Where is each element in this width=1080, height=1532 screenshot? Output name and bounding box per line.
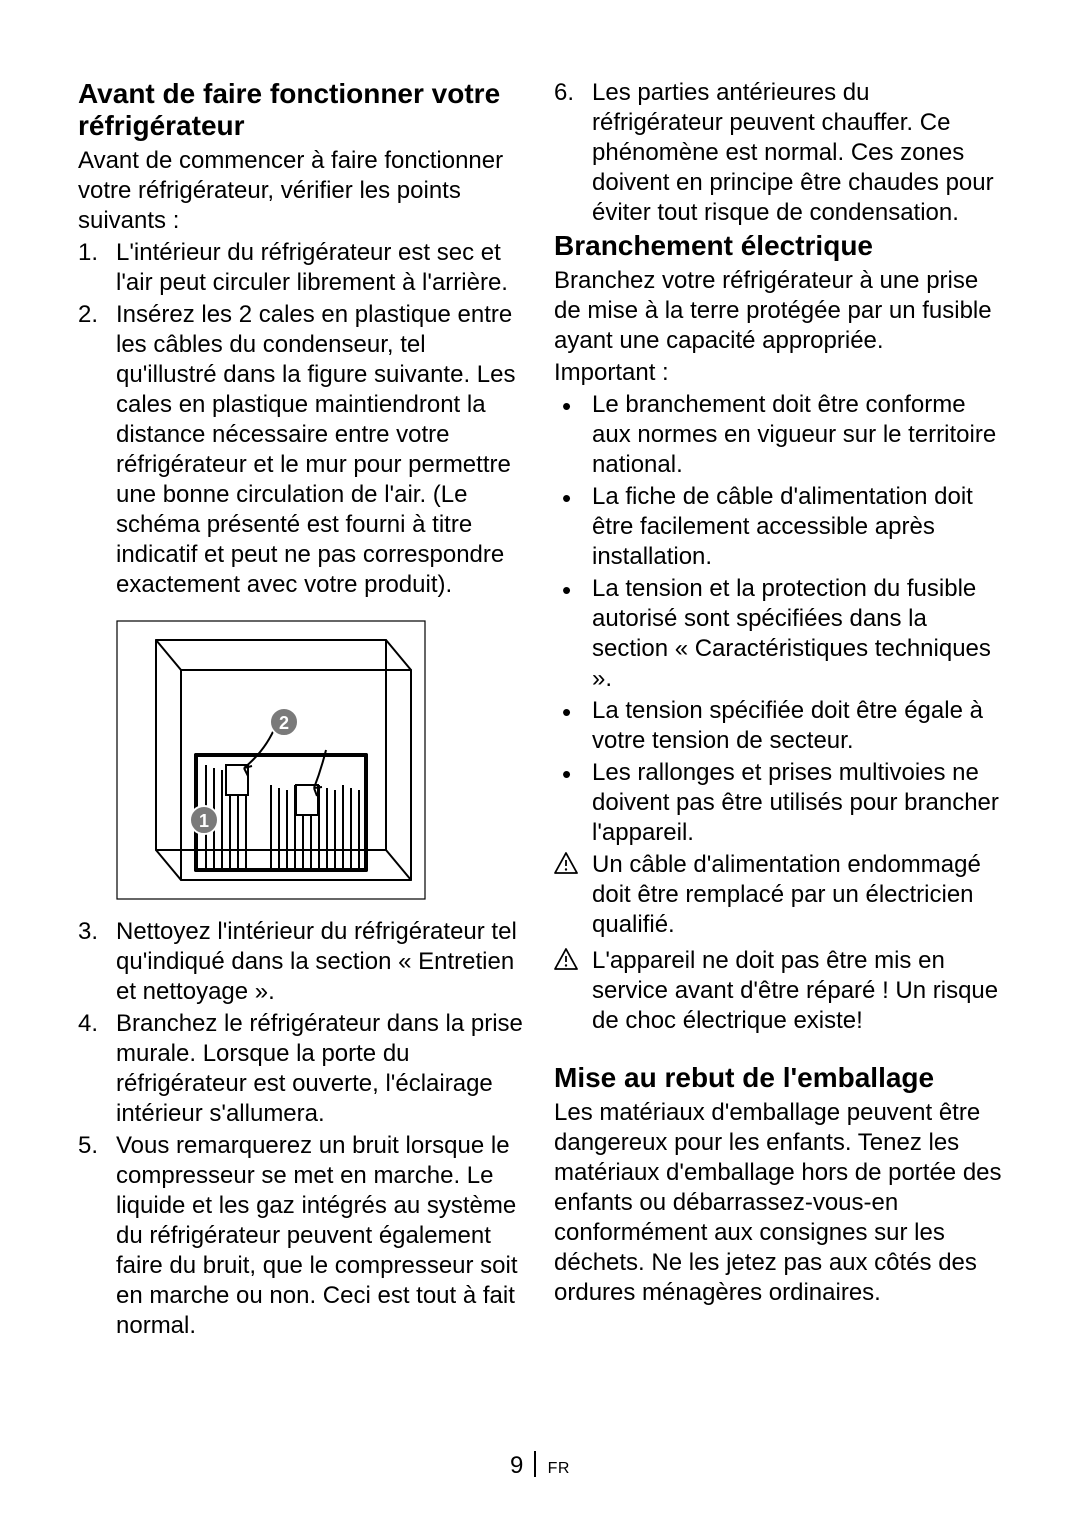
heading-before-operating: Avant de faire fonctionner votre réfrigé… — [78, 78, 526, 142]
electrical-intro: Branchez votre réfrigérateur à une prise… — [554, 266, 1002, 356]
heading-packaging-disposal: Mise au rebut de l'emballage — [554, 1062, 1002, 1094]
callout-2: 2 — [270, 708, 298, 736]
list-item: Branchez le réfrigérateur dans la prise … — [78, 1009, 526, 1129]
svg-text:1: 1 — [199, 811, 209, 831]
list-item: La fiche de câble d'alimentation doit êt… — [554, 482, 1002, 572]
electrical-bullet-list: Le branchement doit être conforme aux no… — [554, 390, 1002, 848]
list-item: Le branchement doit être conforme aux no… — [554, 390, 1002, 480]
warning-list: Un câble d'alimentation endommagé doit ê… — [554, 850, 1002, 1036]
heading-electrical-connection: Branchement électrique — [554, 230, 1002, 262]
callout-1: 1 — [190, 806, 218, 834]
page-footer: 9 FR — [0, 1451, 1080, 1480]
language-code: FR — [548, 1460, 570, 1477]
pre-operation-list-part2: Nettoyez l'intérieur du réfrigérateur te… — [78, 917, 526, 1341]
page-number: 9 — [510, 1452, 523, 1479]
list-item: Les parties antérieures du réfrigérateur… — [554, 78, 1002, 228]
warning-triangle-icon — [554, 948, 578, 970]
spacer-installation-diagram: 1 2 — [116, 620, 426, 900]
list-item: Nettoyez l'intérieur du réfrigérateur te… — [78, 917, 526, 1007]
list-item: Vous remarquerez un bruit lorsque le com… — [78, 1131, 526, 1341]
warning-text: L'appareil ne doit pas être mis en servi… — [592, 947, 998, 1034]
left-column: Avant de faire fonctionner votre réfrigé… — [78, 78, 526, 1343]
two-column-layout: Avant de faire fonctionner votre réfrigé… — [78, 78, 1002, 1343]
warning-item: Un câble d'alimentation endommagé doit ê… — [554, 850, 1002, 940]
important-label: Important : — [554, 358, 1002, 388]
footer-divider — [534, 1451, 536, 1477]
list-item: Insérez les 2 cales en plastique entre l… — [78, 300, 526, 600]
svg-text:2: 2 — [279, 713, 289, 733]
pre-operation-list-part3: Les parties antérieures du réfrigérateur… — [554, 78, 1002, 228]
list-item: L'intérieur du réfrigérateur est sec et … — [78, 238, 526, 298]
list-item: La tension et la protection du fusible a… — [554, 574, 1002, 694]
warning-text: Un câble d'alimentation endommagé doit ê… — [592, 851, 981, 938]
warning-triangle-icon — [554, 852, 578, 874]
warning-item: L'appareil ne doit pas être mis en servi… — [554, 946, 1002, 1036]
right-column: Les parties antérieures du réfrigérateur… — [554, 78, 1002, 1343]
intro-paragraph: Avant de commencer à faire fonctionner v… — [78, 146, 526, 236]
pre-operation-list-part1: L'intérieur du réfrigérateur est sec et … — [78, 238, 526, 600]
list-item: La tension spécifiée doit être égale à v… — [554, 696, 1002, 756]
list-item: Les rallonges et prises multivoies ne do… — [554, 758, 1002, 848]
packaging-paragraph: Les matériaux d'emballage peuvent être d… — [554, 1098, 1002, 1308]
